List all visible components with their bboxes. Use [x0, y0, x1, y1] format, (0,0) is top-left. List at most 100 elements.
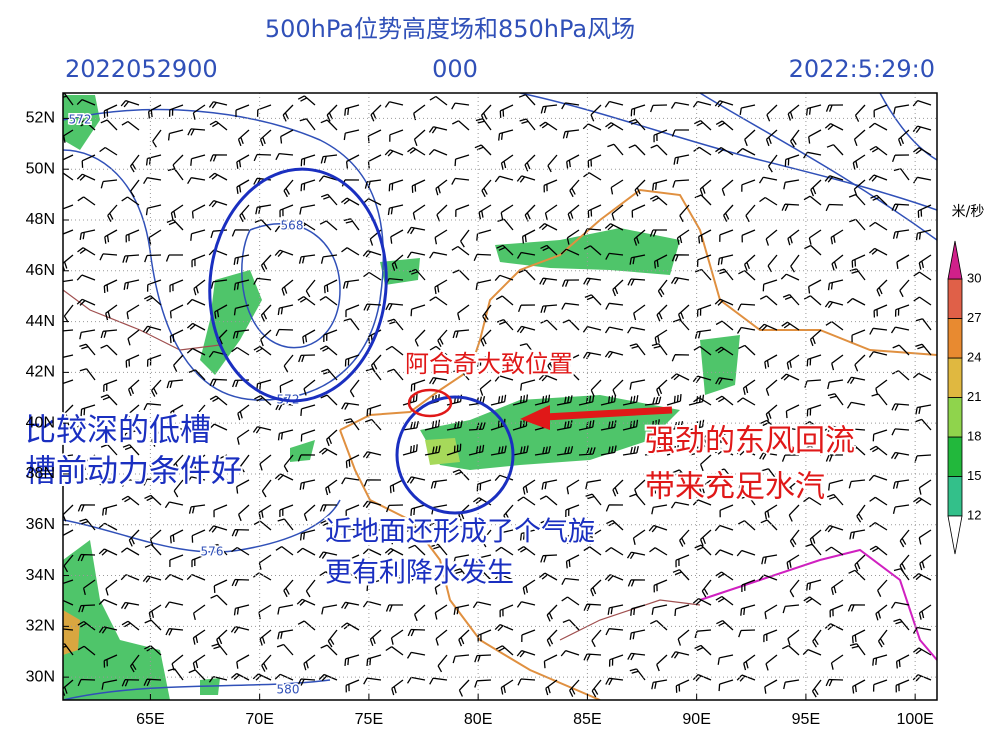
- wind-barb: [851, 254, 866, 268]
- wind-barb: [849, 643, 866, 656]
- wind-barb: [279, 379, 294, 393]
- wind-barb: [100, 344, 118, 356]
- wind-barb: [520, 379, 536, 391]
- wind-barb: [130, 179, 140, 198]
- wind-barb: [605, 122, 624, 131]
- wind-barb: [651, 679, 668, 690]
- wind-barb: [411, 179, 426, 193]
- wind-barb: [362, 548, 382, 556]
- wind-barb: [585, 479, 602, 490]
- wind-barb: [473, 253, 492, 262]
- wind-barb: [236, 654, 250, 669]
- wind-barb: [761, 554, 778, 565]
- wind-barb: [494, 375, 514, 382]
- wind-barb: [714, 447, 734, 456]
- wind-barb: [912, 372, 932, 381]
- wind-barb: [518, 94, 536, 106]
- wind-barb: [657, 279, 668, 298]
- wind-barb: [384, 149, 404, 157]
- wind-barb: [434, 279, 448, 295]
- wind-barb: [622, 419, 639, 431]
- wind-barb: [385, 572, 404, 581]
- wind-barb: [848, 193, 866, 206]
- wind-barb: [363, 479, 382, 487]
- wind-barb: [516, 601, 536, 608]
- wind-barb: [327, 629, 338, 648]
- wind-barb: [164, 574, 184, 581]
- wind-barb: [390, 629, 404, 645]
- x-tick-label: 100E: [896, 711, 933, 728]
- wind-barb: [743, 254, 756, 272]
- wind-barb: [696, 304, 712, 317]
- colorbar-segment: [947, 278, 963, 319]
- wind-barb: [79, 329, 96, 340]
- wind-barb: [698, 229, 712, 244]
- wind-barb: [213, 504, 228, 518]
- wind-barb: [410, 304, 426, 317]
- wind-barb: [410, 504, 426, 516]
- wind-barb: [588, 529, 602, 545]
- wind-barb: [458, 629, 470, 647]
- wind-barb: [424, 445, 441, 456]
- wind-barb: [915, 404, 932, 415]
- wind-barb: [103, 279, 118, 294]
- wind-barb: [173, 354, 184, 372]
- wind-barb: [407, 352, 426, 361]
- wind-barb: [303, 654, 316, 671]
- wind-barb: [877, 579, 888, 597]
- wind-barb: [825, 454, 843, 462]
- wind-barb: [824, 123, 844, 131]
- colorbar-segment: [947, 476, 963, 517]
- wind-barb: [562, 129, 580, 139]
- wind-barb: [561, 279, 580, 287]
- colorbar-segment: [947, 357, 963, 398]
- wind-barb: [560, 248, 580, 256]
- wind-barb: [452, 120, 470, 131]
- wind-barb: [764, 354, 778, 369]
- wind-barb: [63, 599, 74, 606]
- wind-barb: [435, 629, 448, 646]
- wind-barb: [143, 678, 162, 687]
- wind-barb: [516, 649, 536, 658]
- wind-barb: [120, 601, 140, 610]
- wind-barb: [848, 479, 866, 489]
- wind-barb: [173, 454, 184, 472]
- wind-barb: [810, 179, 822, 197]
- wind-barb: [534, 394, 551, 406]
- wind-barb: [764, 504, 778, 520]
- annotation: 比较深的低槽: [25, 413, 211, 449]
- wind-barb: [100, 443, 118, 456]
- colorbar-label: 18: [967, 428, 981, 443]
- wind-barb: [384, 547, 404, 556]
- wind-barb: [808, 279, 822, 294]
- wind-barb: [81, 154, 96, 168]
- wind-barb: [171, 654, 184, 671]
- wind-barb: [237, 504, 250, 522]
- wind-barb: [628, 118, 646, 131]
- wind-barb: [299, 118, 316, 131]
- wind-barb: [651, 604, 668, 615]
- wind-barb: [63, 154, 74, 161]
- wind-barb: [627, 652, 646, 661]
- wind-barb: [846, 401, 866, 409]
- wind-barb: [239, 204, 250, 223]
- wind-barb: [237, 404, 250, 421]
- wind-barb: [187, 426, 206, 435]
- wind-barb: [387, 318, 404, 331]
- wind-barb: [474, 144, 492, 156]
- wind-barb: [259, 454, 272, 471]
- wind-barb: [583, 245, 602, 256]
- wind-barb: [538, 374, 558, 382]
- wind-barb: [714, 524, 734, 532]
- wind-barb: [873, 304, 888, 318]
- wind-barb: [280, 129, 294, 144]
- wind-barb: [364, 179, 382, 189]
- wind-barb: [715, 571, 734, 581]
- wind-barb: [688, 394, 705, 406]
- wind-barb: [231, 546, 250, 556]
- wind-barb: [519, 118, 536, 131]
- wind-barb: [362, 500, 382, 509]
- wind-barb: [830, 579, 844, 596]
- plot-frame: [62, 92, 938, 701]
